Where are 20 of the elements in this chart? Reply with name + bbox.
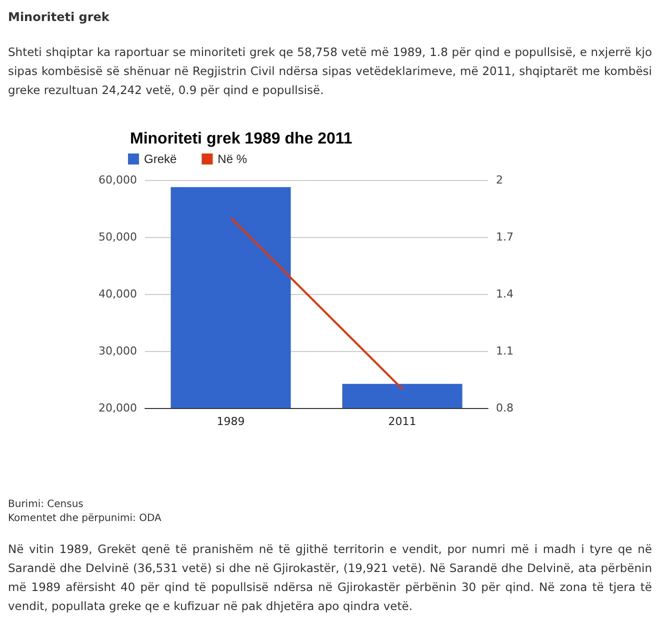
x-tick-label: 1989 xyxy=(216,415,245,428)
text: Minoriteti grek xyxy=(8,9,110,26)
y2-tick-label: 0.8 xyxy=(496,402,514,414)
y-tick-label: 30,000 xyxy=(98,344,137,358)
text: Në vitin 1989, Grekët qenë të pranishëm në të gjithë territorin e vendit, por numri më i madh i tyre qe në Sarandë dhe Delvinë (36,531 vetë) si dhe në Gjirokastër, (19,921 vetë). Në Sarandë dhe Delvinë, ata përbënin më 1989 afërsisht 40 për qind të popullsisë ndërsa në Gjirokastër përbënin 30 për qind. Në zona të tjera të vendit, popullata greke qe e kufizuar në pak dhjetëra apo qindra vetë. xyxy=(8,541,652,615)
y2-tick-label: 2 xyxy=(496,174,503,186)
y-tick-label: 60,000 xyxy=(98,174,137,186)
y-tick-label: 50,000 xyxy=(98,230,137,244)
y2-tick-label: 1.7 xyxy=(496,230,514,244)
x-tick-label: 2011 xyxy=(388,415,416,428)
y2-tick-label: 1.1 xyxy=(496,344,514,358)
y-tick-label: 20,000 xyxy=(98,402,137,414)
text: Shteti shqiptar ka raportuar se minoriteti grek qe 58,758 vetë më 1989, 1.8 për qind e popullsisë, e nxjerrë kjo sipas kombësisë së shënuar në Regjistrin Civil ndërsa sipas vetëdeklarimeve, më 2011, shqiptarët me kombësi greke rezultuan 24,242 vetë, 0.9 për qind e popullsisë. xyxy=(8,44,652,99)
y-tick-label: 40,000 xyxy=(98,288,137,300)
text: Burimi: Census xyxy=(8,498,84,512)
y2-tick-label: 1.4 xyxy=(496,288,514,300)
legend-label: Grekë xyxy=(144,152,178,166)
text: Komentet dhe përpunimi: ODA xyxy=(8,512,162,526)
chart-title: Minoriteti grek 1989 dhe 2011 xyxy=(130,130,352,148)
legend-label: Në % xyxy=(218,152,248,166)
